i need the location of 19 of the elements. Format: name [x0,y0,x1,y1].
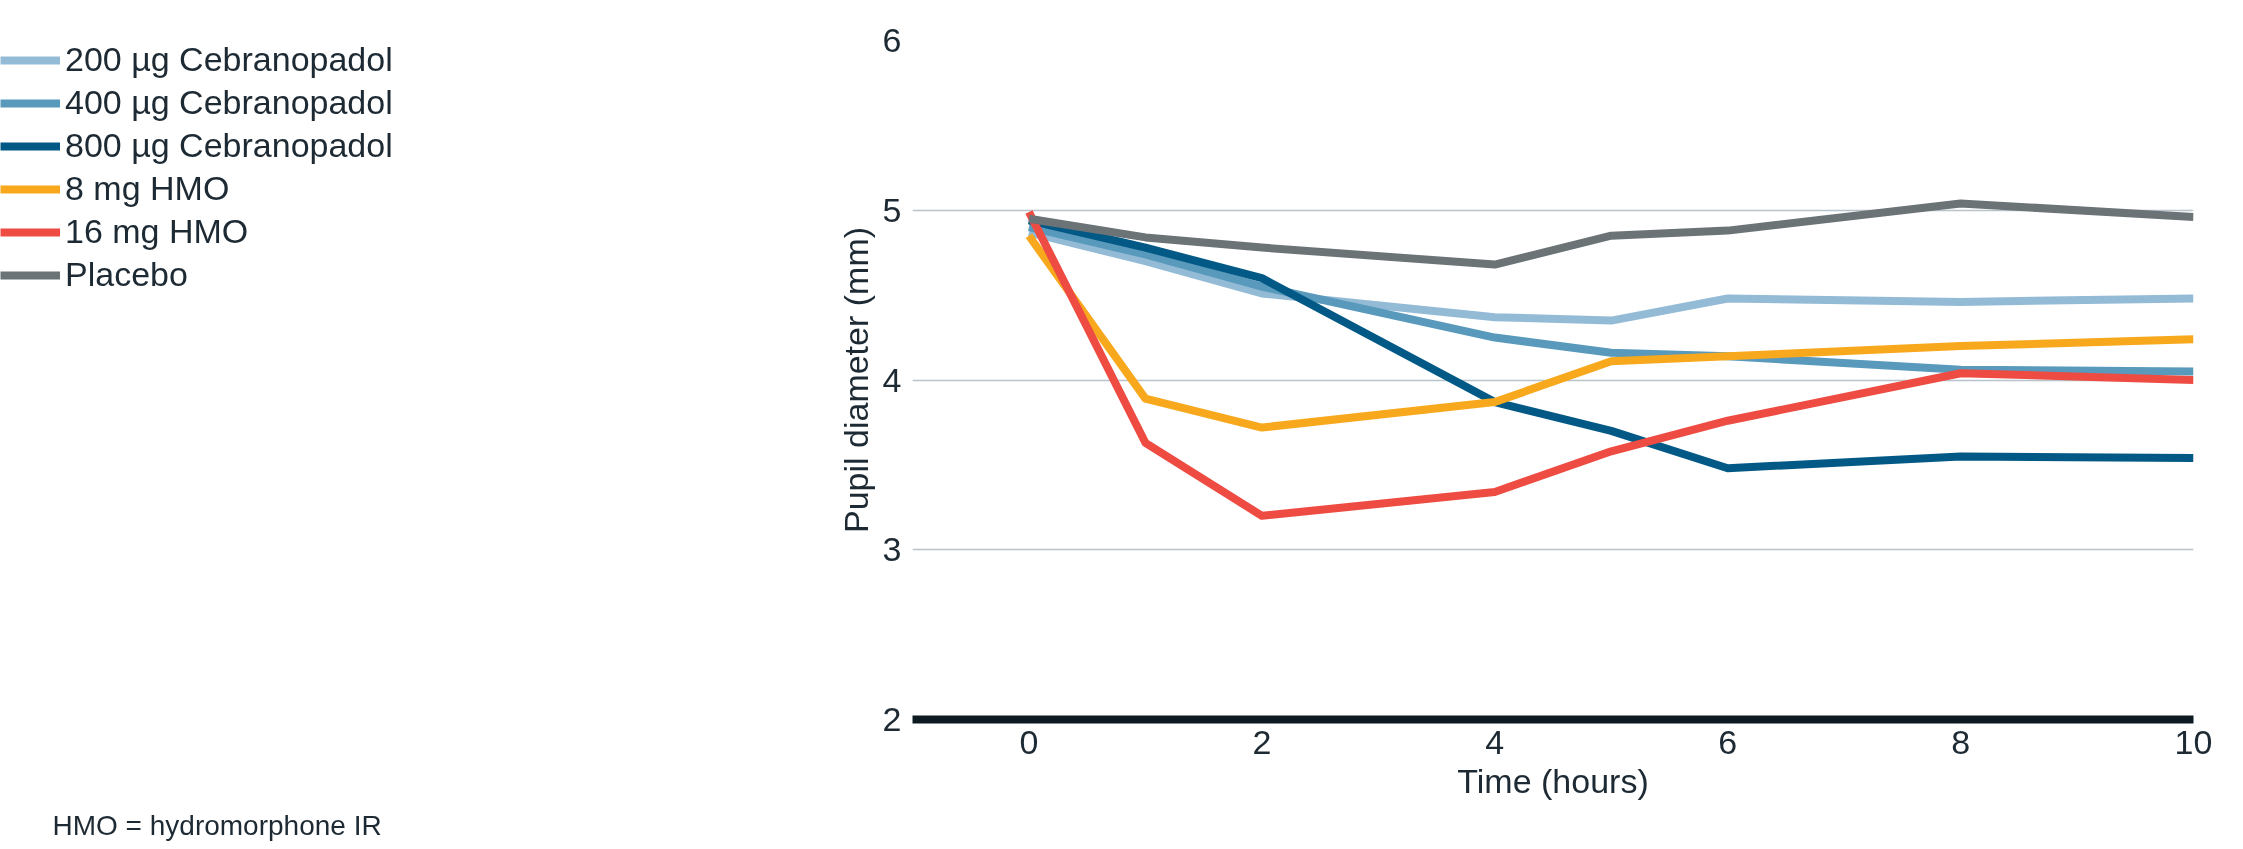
y-tick-label: 6 [882,21,902,59]
legend-label: Placebo [65,255,188,294]
y-tick-label: 3 [882,530,902,569]
legend-label: 800 µg Cebranopadol [65,126,393,165]
x-tick-label: 10 [2174,722,2213,761]
legend-label: 200 µg Cebranopadol [65,40,393,79]
x-tick-label: 6 [1718,722,1738,761]
x-tick-label: 2 [1252,722,1272,761]
y-tick-label: 4 [882,360,902,399]
x-tick-label: 0 [1019,722,1039,761]
y-tick-label: 5 [882,190,902,229]
legend-label: 8 mg HMO [65,169,230,208]
legend-label: 16 mg HMO [65,212,249,251]
y-axis-title: Pupil diameter (mm) [836,226,875,534]
x-axis-title: Time (hours) [1457,761,1649,800]
legend-label: 400 µg Cebranopadol [65,83,393,122]
text: HMO = hydromorphone IR [52,809,382,841]
x-tick-label: 8 [1951,722,1971,761]
x-tick-label: 4 [1485,722,1505,761]
